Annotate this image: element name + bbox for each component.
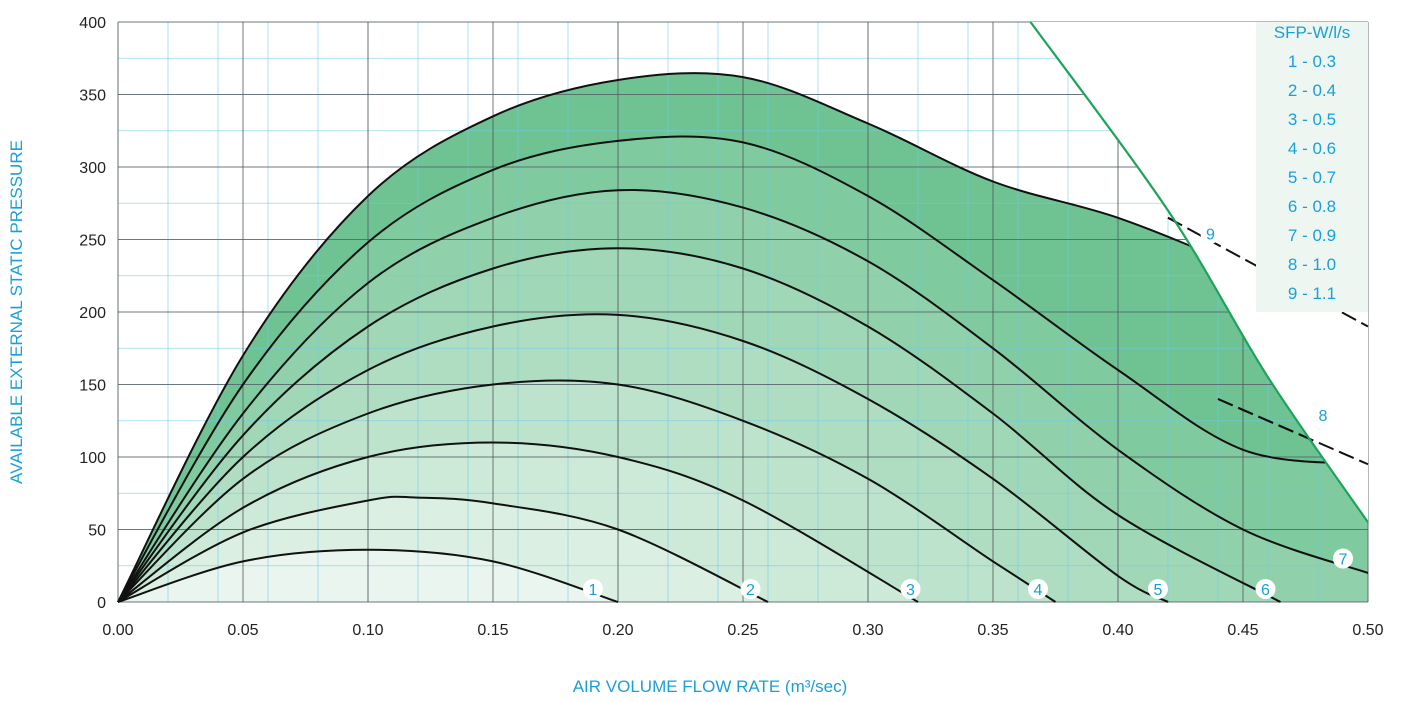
legend-entry: 6 - 0.8 — [1288, 197, 1336, 216]
curve-label-9: 9 — [1206, 227, 1215, 244]
fan-curve-5 — [117, 313, 1169, 603]
x-tick-label: 0.50 — [1352, 622, 1383, 639]
fan-curve-8 — [117, 135, 1369, 603]
curve-label-3: 3 — [906, 582, 915, 599]
curve-label-disc-3 — [900, 578, 921, 599]
sfp-line-8-outer — [1217, 398, 1369, 466]
y-tick-label: 250 — [79, 233, 106, 250]
x-tick-labels: 0.00 0.05 0.10 0.15 0.20 0.25 0.30 0.35 0.40 0.45… — [102, 622, 1383, 639]
x-tick-label: 0.45 — [1227, 622, 1258, 639]
fan-curve-1 — [117, 548, 619, 603]
x-tick-label: 0.15 — [477, 622, 508, 639]
curve-label-disc-4 — [1028, 578, 1048, 599]
curve-label-disc-5 — [1148, 578, 1168, 599]
fan-curve-4 — [117, 379, 1057, 603]
fan-curve-2 — [117, 495, 769, 603]
legend-entry: 9 - 1.1 — [1288, 284, 1336, 303]
fan-curve-6 — [117, 247, 1281, 603]
curve-label-5: 5 — [1154, 582, 1163, 599]
curve-label-disc-1 — [583, 578, 603, 599]
curve-label-disc-8 — [1313, 404, 1333, 425]
legend-entry: 8 - 1.0 — [1288, 255, 1336, 274]
x-tick-label: 0.40 — [1102, 622, 1133, 639]
y-axis-title: AVAILABLE EXTERNAL STATIC PRESSURE — [7, 140, 26, 484]
curve-label-2: 2 — [746, 582, 755, 599]
y-tick-label: 0 — [97, 595, 106, 612]
x-tick-label: 0.35 — [977, 622, 1008, 639]
fan-curve-9 — [117, 72, 1369, 603]
x-tick-label: 0.05 — [227, 622, 258, 639]
x-axis-title: AIR VOLUME FLOW RATE (m³/sec) — [573, 677, 848, 696]
legend-entry: 2 - 0.4 — [1288, 81, 1336, 100]
curve-label-disc-7 — [1333, 548, 1353, 569]
curve-label-8: 8 — [1319, 408, 1328, 425]
curve-label-4: 4 — [1034, 582, 1043, 599]
curve-label-7: 7 — [1339, 552, 1348, 569]
legend-entry: 5 - 0.7 — [1288, 168, 1336, 187]
y-tick-label: 100 — [79, 450, 106, 467]
curve-label-disc-2 — [740, 578, 761, 599]
fan-curve-7 — [117, 188, 1369, 603]
curve-label-disc-9 — [1200, 223, 1221, 244]
x-tick-label: 0.25 — [727, 622, 758, 639]
legend-entry: 3 - 0.5 — [1288, 110, 1336, 129]
y-tick-label: 50 — [88, 523, 106, 540]
y-tick-label: 300 — [79, 160, 106, 177]
legend-background — [1256, 22, 1368, 312]
y-tick-label: 200 — [79, 305, 106, 322]
y-tick-label: 150 — [79, 378, 106, 395]
fan-curves — [117, 72, 1369, 603]
curve-labels: 1 2 3 4 5 6 7 8 9 — [583, 223, 1353, 599]
legend-entry: 1 - 0.3 — [1288, 52, 1336, 71]
legend-entry: 4 - 0.6 — [1288, 139, 1336, 158]
x-tick-label: 0.20 — [602, 622, 633, 639]
y-tick-label: 350 — [79, 88, 106, 105]
legend-title: SFP-W/l/s — [1274, 23, 1351, 42]
y-tick-label: 400 — [79, 15, 106, 32]
curve-label-1: 1 — [589, 582, 598, 599]
limit-curve-line — [1029, 21, 1369, 523]
x-tick-label: 0.10 — [352, 622, 383, 639]
legend: SFP-W/l/s 1 - 0.3 2 - 0.4 3 - 0.5 4 - 0.6 5 … — [1256, 22, 1368, 312]
fan-curve-3 — [117, 441, 919, 603]
x-tick-label: 0.00 — [102, 622, 133, 639]
y-tick-labels: 0 50 100 150 200 250 300 350 400 — [79, 15, 106, 612]
legend-entry: 7 - 0.9 — [1288, 226, 1336, 245]
curve-label-6: 6 — [1261, 582, 1270, 599]
curve-label-disc-6 — [1255, 578, 1276, 599]
x-tick-label: 0.30 — [852, 622, 883, 639]
